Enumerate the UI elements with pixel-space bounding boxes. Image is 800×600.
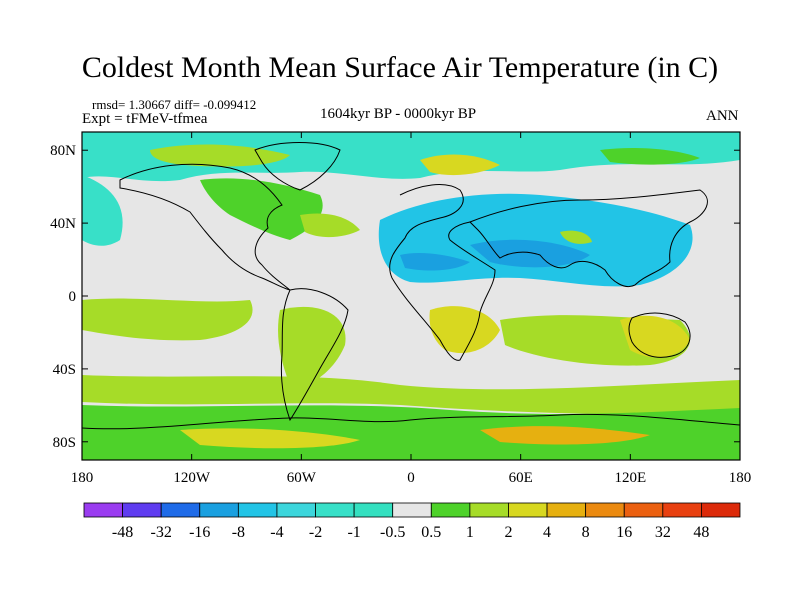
season-label: ANN: [706, 108, 739, 124]
colorbar-swatch: [469, 502, 509, 518]
field-antarctic-coast: [82, 405, 740, 460]
colorbar-label: -1: [347, 524, 360, 541]
colorbar-label: 32: [655, 524, 671, 541]
colorbar-swatch: [160, 502, 201, 518]
colorbar-label: -48: [112, 524, 133, 541]
field-siberia-warm: [600, 147, 700, 165]
field-arctic-band: [82, 132, 740, 182]
coastline-australia: [628, 312, 691, 358]
coastlines: [82, 142, 740, 430]
colorbar-label: 1: [466, 524, 474, 541]
colorbar-swatch: [508, 502, 548, 518]
lon-tick-label: 60E: [509, 470, 533, 486]
colorbar-label: 16: [616, 524, 632, 541]
lat-tick-label: 80S: [53, 435, 76, 451]
field-ross-sea-warm: [180, 428, 360, 449]
colorbar-label: -2: [309, 524, 322, 541]
field-scandinavia-warm: [420, 154, 500, 176]
colorbar-swatch: [199, 502, 239, 518]
lon-tick-label: 180: [729, 470, 752, 486]
lon-tick-label: 0: [407, 470, 415, 486]
colorbar-swatch: [122, 502, 162, 518]
field-central-asia-cold: [470, 239, 590, 268]
colorbar-label: -0.5: [380, 524, 405, 541]
coastline-antarctica: [82, 413, 740, 430]
lat-tick-label: 0: [69, 289, 77, 305]
lat-tick-label: 40N: [50, 216, 76, 232]
lon-tick-label: 180: [71, 470, 94, 486]
colorbar-label: 48: [693, 524, 709, 541]
field-north-atlantic: [300, 213, 360, 238]
colorbar-swatch: [237, 502, 278, 518]
colorbar-swatch: [585, 502, 625, 518]
colorbar-swatch: [392, 502, 432, 518]
colorbar-swatch: [83, 502, 123, 518]
field-south-america-warm: [278, 306, 346, 386]
colorbar-swatch: [430, 502, 471, 518]
lat-tick-label: 80N: [50, 143, 76, 159]
coastline-north-america: [119, 163, 291, 291]
anomaly-field: [82, 132, 740, 460]
field-southern-ocean-warm: [82, 375, 740, 414]
field-south-pacific-warm: [82, 298, 253, 341]
field-tibet-warm: [560, 230, 592, 244]
statistics-text: rmsd= 1.30667 diff= -0.099412: [92, 97, 257, 112]
colorbar-label: 0.5: [421, 524, 441, 541]
colorbar-label: -8: [232, 524, 245, 541]
coastline-south-america: [280, 288, 349, 422]
colorbar-swatch: [701, 502, 741, 518]
colorbar-label: 8: [582, 524, 590, 541]
colorbar-swatch: [353, 502, 394, 518]
colorbar: -48 -32 -16 -8 -4 -2 -1 -0.5 0.5 1 2 4 8 16 32 48: [83, 502, 741, 541]
coastline-europe-africa: [389, 184, 496, 361]
map-title: Coldest Month Mean Surface Air Temperatu…: [81, 51, 719, 84]
field-north-america-warm: [200, 178, 323, 240]
colorbar-swatch: [315, 502, 355, 518]
colorbar-label: -16: [189, 524, 210, 541]
period-label: 1604kyr BP - 0000kyr BP: [320, 106, 477, 122]
field-sahara-cold: [400, 252, 470, 271]
colorbar-label: 4: [543, 524, 551, 541]
map-axes: 80N 40N 0 40S 80S 180 120W 60W 0 60E 120E 180: [50, 132, 751, 486]
field-east-antarctica-warm: [480, 426, 650, 445]
lon-tick-label: 120W: [173, 470, 211, 486]
experiment-label: Expt = tFMeV-tfmea: [82, 111, 208, 127]
colorbar-swatch: [623, 502, 664, 518]
colorbar-label: -4: [270, 524, 283, 541]
lon-tick-label: 120E: [614, 470, 646, 486]
colorbar-swatch: [546, 502, 587, 518]
colorbar-label: -32: [151, 524, 172, 541]
field-southern-africa-warm: [429, 306, 500, 354]
colorbar-label: 2: [504, 524, 512, 541]
coastline-greenland: [254, 142, 341, 191]
coastline-asia: [469, 189, 708, 287]
field-australia-warm: [620, 315, 690, 358]
lon-tick-label: 60W: [287, 470, 317, 486]
colorbar-swatch: [276, 502, 316, 518]
lat-tick-label: 40S: [53, 362, 76, 378]
colorbar-swatch: [662, 502, 702, 518]
field-north-pacific-cool: [82, 175, 123, 246]
